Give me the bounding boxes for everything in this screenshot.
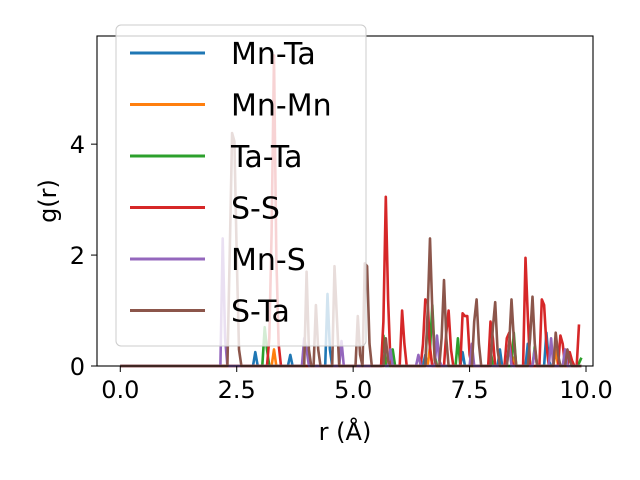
y-tick-label: 0: [70, 353, 85, 381]
legend-label: Mn-Mn: [231, 89, 332, 124]
legend-entry: Mn-Ta: [130, 37, 316, 72]
series-line-s-s: [120, 54, 581, 368]
legend-entry: S-Ta: [130, 295, 290, 330]
legend-label: Mn-Ta: [231, 37, 316, 72]
legend: Mn-Ta Mn-Mn Ta-Ta S-S Mn-S S-Ta: [115, 24, 367, 347]
legend-label: Ta-Ta: [230, 140, 303, 175]
x-tick-label: 2.5: [218, 376, 256, 404]
y-tick-label: 4: [70, 131, 85, 159]
y-axis-ticks: 0 2 4: [70, 131, 97, 381]
legend-entry: Ta-Ta: [130, 140, 303, 175]
x-tick-label: 5.0: [334, 376, 372, 404]
legend-label: S-Ta: [231, 295, 290, 330]
x-tick-label: 7.5: [450, 376, 488, 404]
legend-label: S-S: [231, 192, 280, 227]
y-axis-label: g(r): [34, 179, 62, 223]
x-axis-label: r (Å): [319, 417, 372, 446]
legend-entry: Mn-Mn: [130, 89, 332, 124]
x-axis-ticks: 0.0 2.5 5.0 7.5 10.0: [101, 366, 613, 404]
legend-label: Mn-S: [231, 243, 306, 278]
legend-entry: Mn-S: [130, 243, 306, 278]
legend-entry: S-S: [130, 192, 280, 227]
x-tick-label: 0.0: [101, 376, 139, 404]
x-tick-label: 10.0: [559, 376, 612, 404]
y-tick-label: 2: [70, 242, 85, 270]
